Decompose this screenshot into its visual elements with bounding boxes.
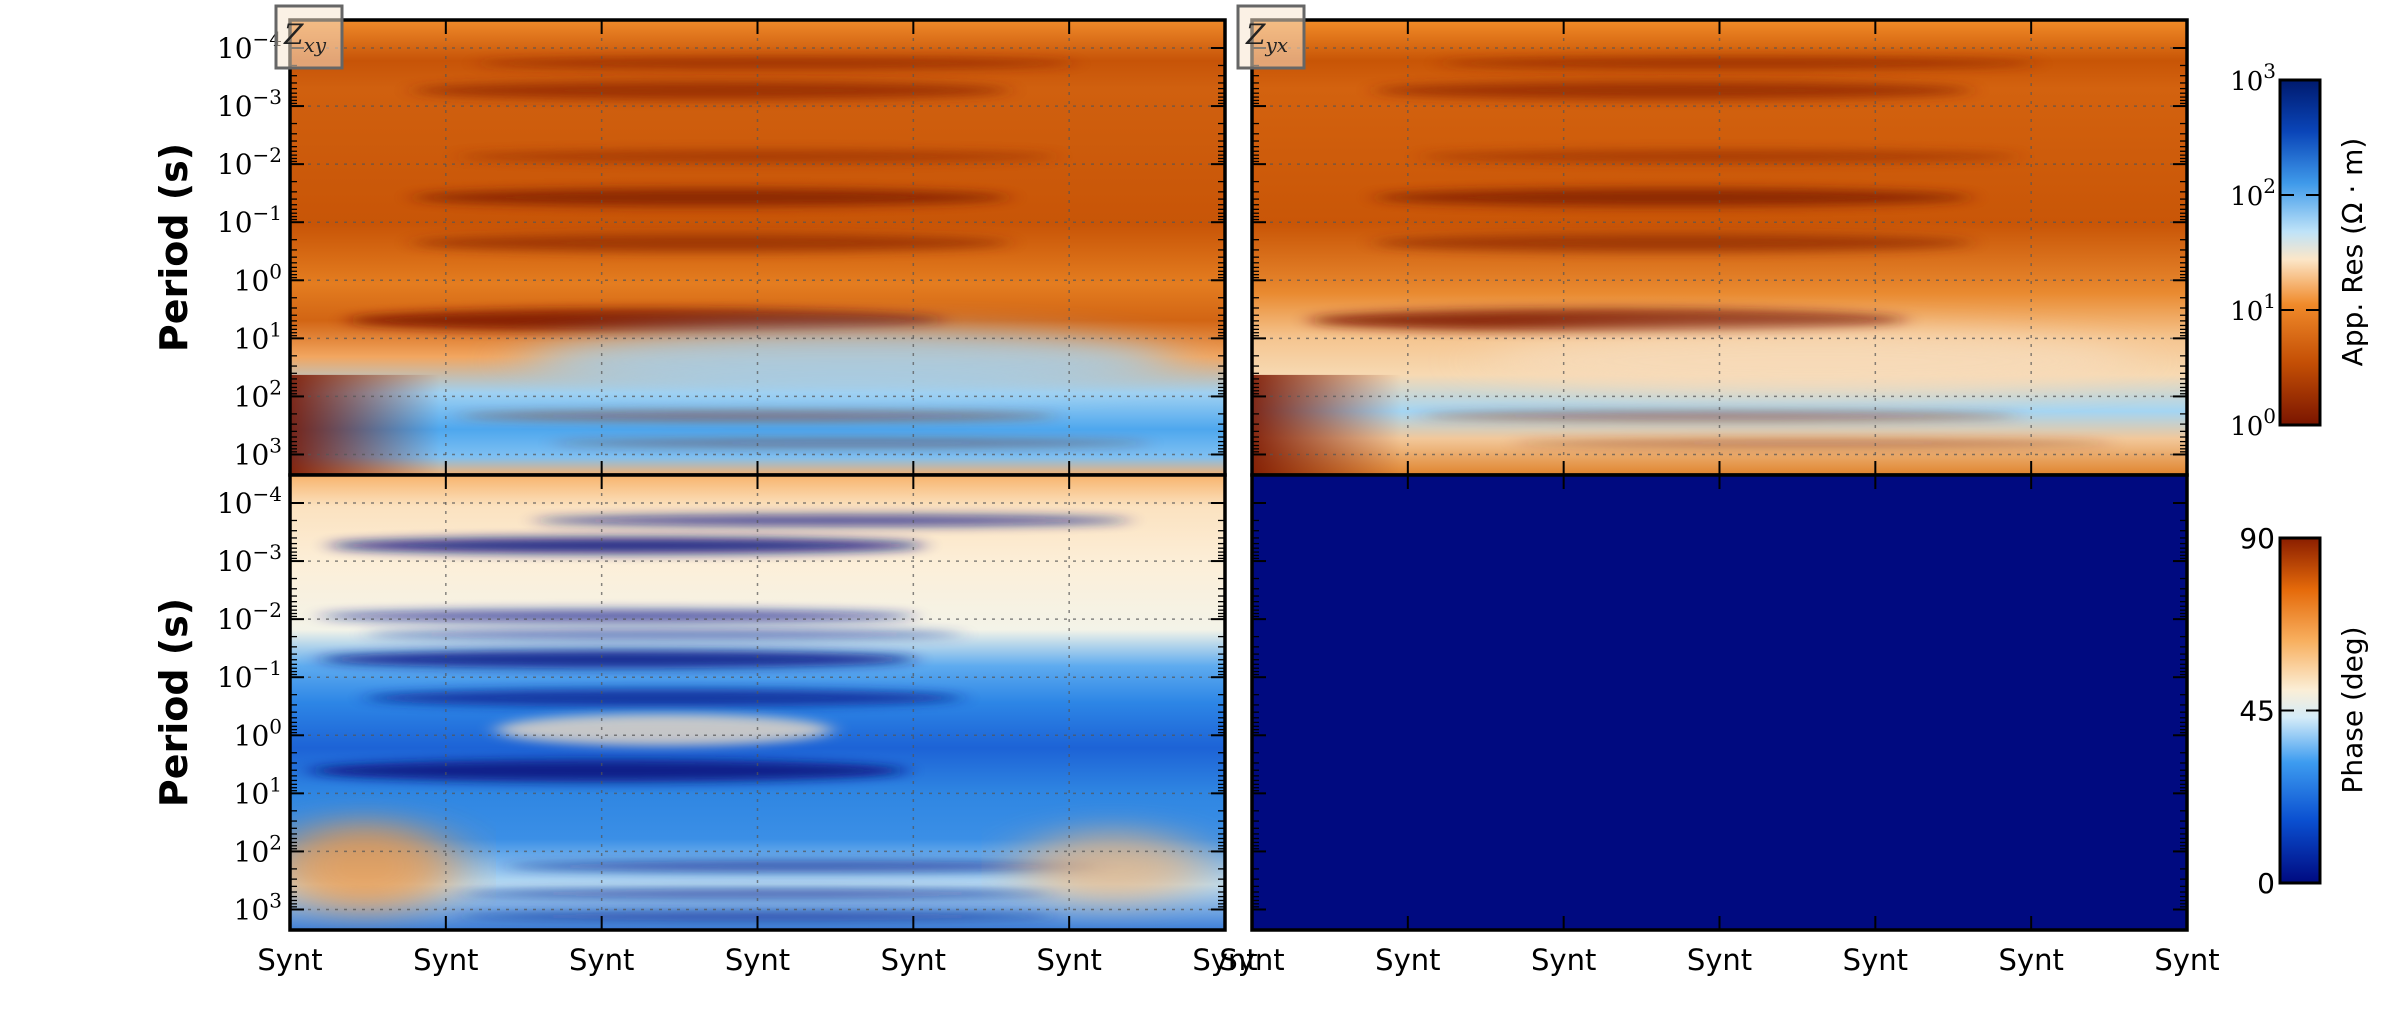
colorbar-tick-label: 101 bbox=[2230, 289, 2276, 327]
component-label-zxy: Zxy bbox=[274, 4, 344, 70]
phase-zyx-fill bbox=[1252, 475, 2187, 930]
colorbar-tick-label: 90 bbox=[2239, 522, 2275, 555]
gridlines bbox=[290, 475, 1225, 930]
y-tick-label: 10−2 bbox=[217, 598, 282, 636]
y-tick-label: 101 bbox=[234, 317, 282, 355]
svg-text:Zyx: Zyx bbox=[1245, 18, 1288, 57]
y-tick-label: 10−3 bbox=[217, 540, 282, 578]
panel-apparent-resistivity-zxy: 10−4 10−3 10−2 10−1 100 101 102 103 Period (s) Zx… bbox=[152, 4, 1227, 477]
colorbar-tick-label: 100 bbox=[2230, 404, 2276, 442]
x-tick-label: Synt bbox=[569, 943, 634, 977]
colorbar-tick-label: 0 bbox=[2257, 867, 2275, 900]
component-label-zyx: Zyx bbox=[1236, 4, 1306, 70]
panel-phase-zyx: Synt Synt Synt Synt Synt Synt Synt bbox=[1219, 473, 2220, 977]
gridlines bbox=[1252, 20, 2187, 475]
y-tick-label: 10−4 bbox=[217, 27, 282, 65]
colorbar-resistivity: 100 101 102 103 App. Res (Ω · m) bbox=[2230, 59, 2369, 442]
x-tick-label: Synt bbox=[1192, 943, 1257, 977]
colorbar-tick-label: 102 bbox=[2230, 174, 2276, 212]
colorbar-phase-label: Phase (deg) bbox=[2336, 626, 2369, 793]
x-tick-label: Synt bbox=[1843, 943, 1908, 977]
y-tick-label: 10−1 bbox=[217, 201, 282, 239]
y-tick-label: 103 bbox=[234, 433, 282, 471]
x-tick-label: Synt bbox=[1531, 943, 1596, 977]
x-tick-label: Synt bbox=[1375, 943, 1440, 977]
panel-phase-zxy: 10−4 10−3 10−2 10−1 100 101 102 103 Period (s) Sy… bbox=[152, 473, 1258, 977]
colorbar-tick-label: 103 bbox=[2230, 59, 2276, 97]
x-tick-label: Synt bbox=[1219, 943, 1284, 977]
y-tick-label: 102 bbox=[234, 375, 282, 413]
gridlines bbox=[290, 20, 1225, 475]
x-tick-label: Synt bbox=[257, 943, 322, 977]
y-tick-labels: 10−4 10−3 10−2 10−1 100 101 102 103 bbox=[217, 27, 282, 471]
y-tick-labels: 10−4 10−3 10−2 10−1 100 101 102 103 bbox=[217, 482, 282, 926]
y-tick-label: 100 bbox=[234, 714, 282, 752]
colorbar-phase: 0 45 90 Phase (deg) bbox=[2239, 522, 2369, 900]
x-tick-labels: Synt Synt Synt Synt Synt Synt Synt bbox=[1219, 943, 2219, 977]
colorbar-resistivity-label: App. Res (Ω · m) bbox=[2336, 138, 2369, 367]
x-tick-label: Synt bbox=[725, 943, 790, 977]
x-tick-labels: Synt Synt Synt Synt Synt Synt Synt bbox=[257, 943, 1257, 977]
y-tick-label: 101 bbox=[234, 772, 282, 810]
x-tick-label: Synt bbox=[1037, 943, 1102, 977]
y-tick-label: 10−4 bbox=[217, 482, 282, 520]
y-axis-label: Period (s) bbox=[152, 598, 196, 807]
y-tick-label: 103 bbox=[234, 888, 282, 926]
y-tick-label: 10−1 bbox=[217, 656, 282, 694]
colorbar-tick-label: 45 bbox=[2239, 695, 2275, 728]
y-tick-label: 102 bbox=[234, 830, 282, 868]
panel-apparent-resistivity-zyx: Zyx bbox=[1236, 4, 2189, 477]
svg-text:Zxy: Zxy bbox=[283, 18, 327, 57]
x-tick-label: Synt bbox=[2154, 943, 2219, 977]
x-tick-label: Synt bbox=[881, 943, 946, 977]
x-tick-label: Synt bbox=[413, 943, 478, 977]
x-tick-label: Synt bbox=[1687, 943, 1752, 977]
y-tick-label: 100 bbox=[234, 259, 282, 297]
y-axis-label: Period (s) bbox=[152, 143, 196, 352]
y-tick-label: 10−2 bbox=[217, 143, 282, 181]
x-tick-label: Synt bbox=[1999, 943, 2064, 977]
y-tick-label: 10−3 bbox=[217, 85, 282, 123]
